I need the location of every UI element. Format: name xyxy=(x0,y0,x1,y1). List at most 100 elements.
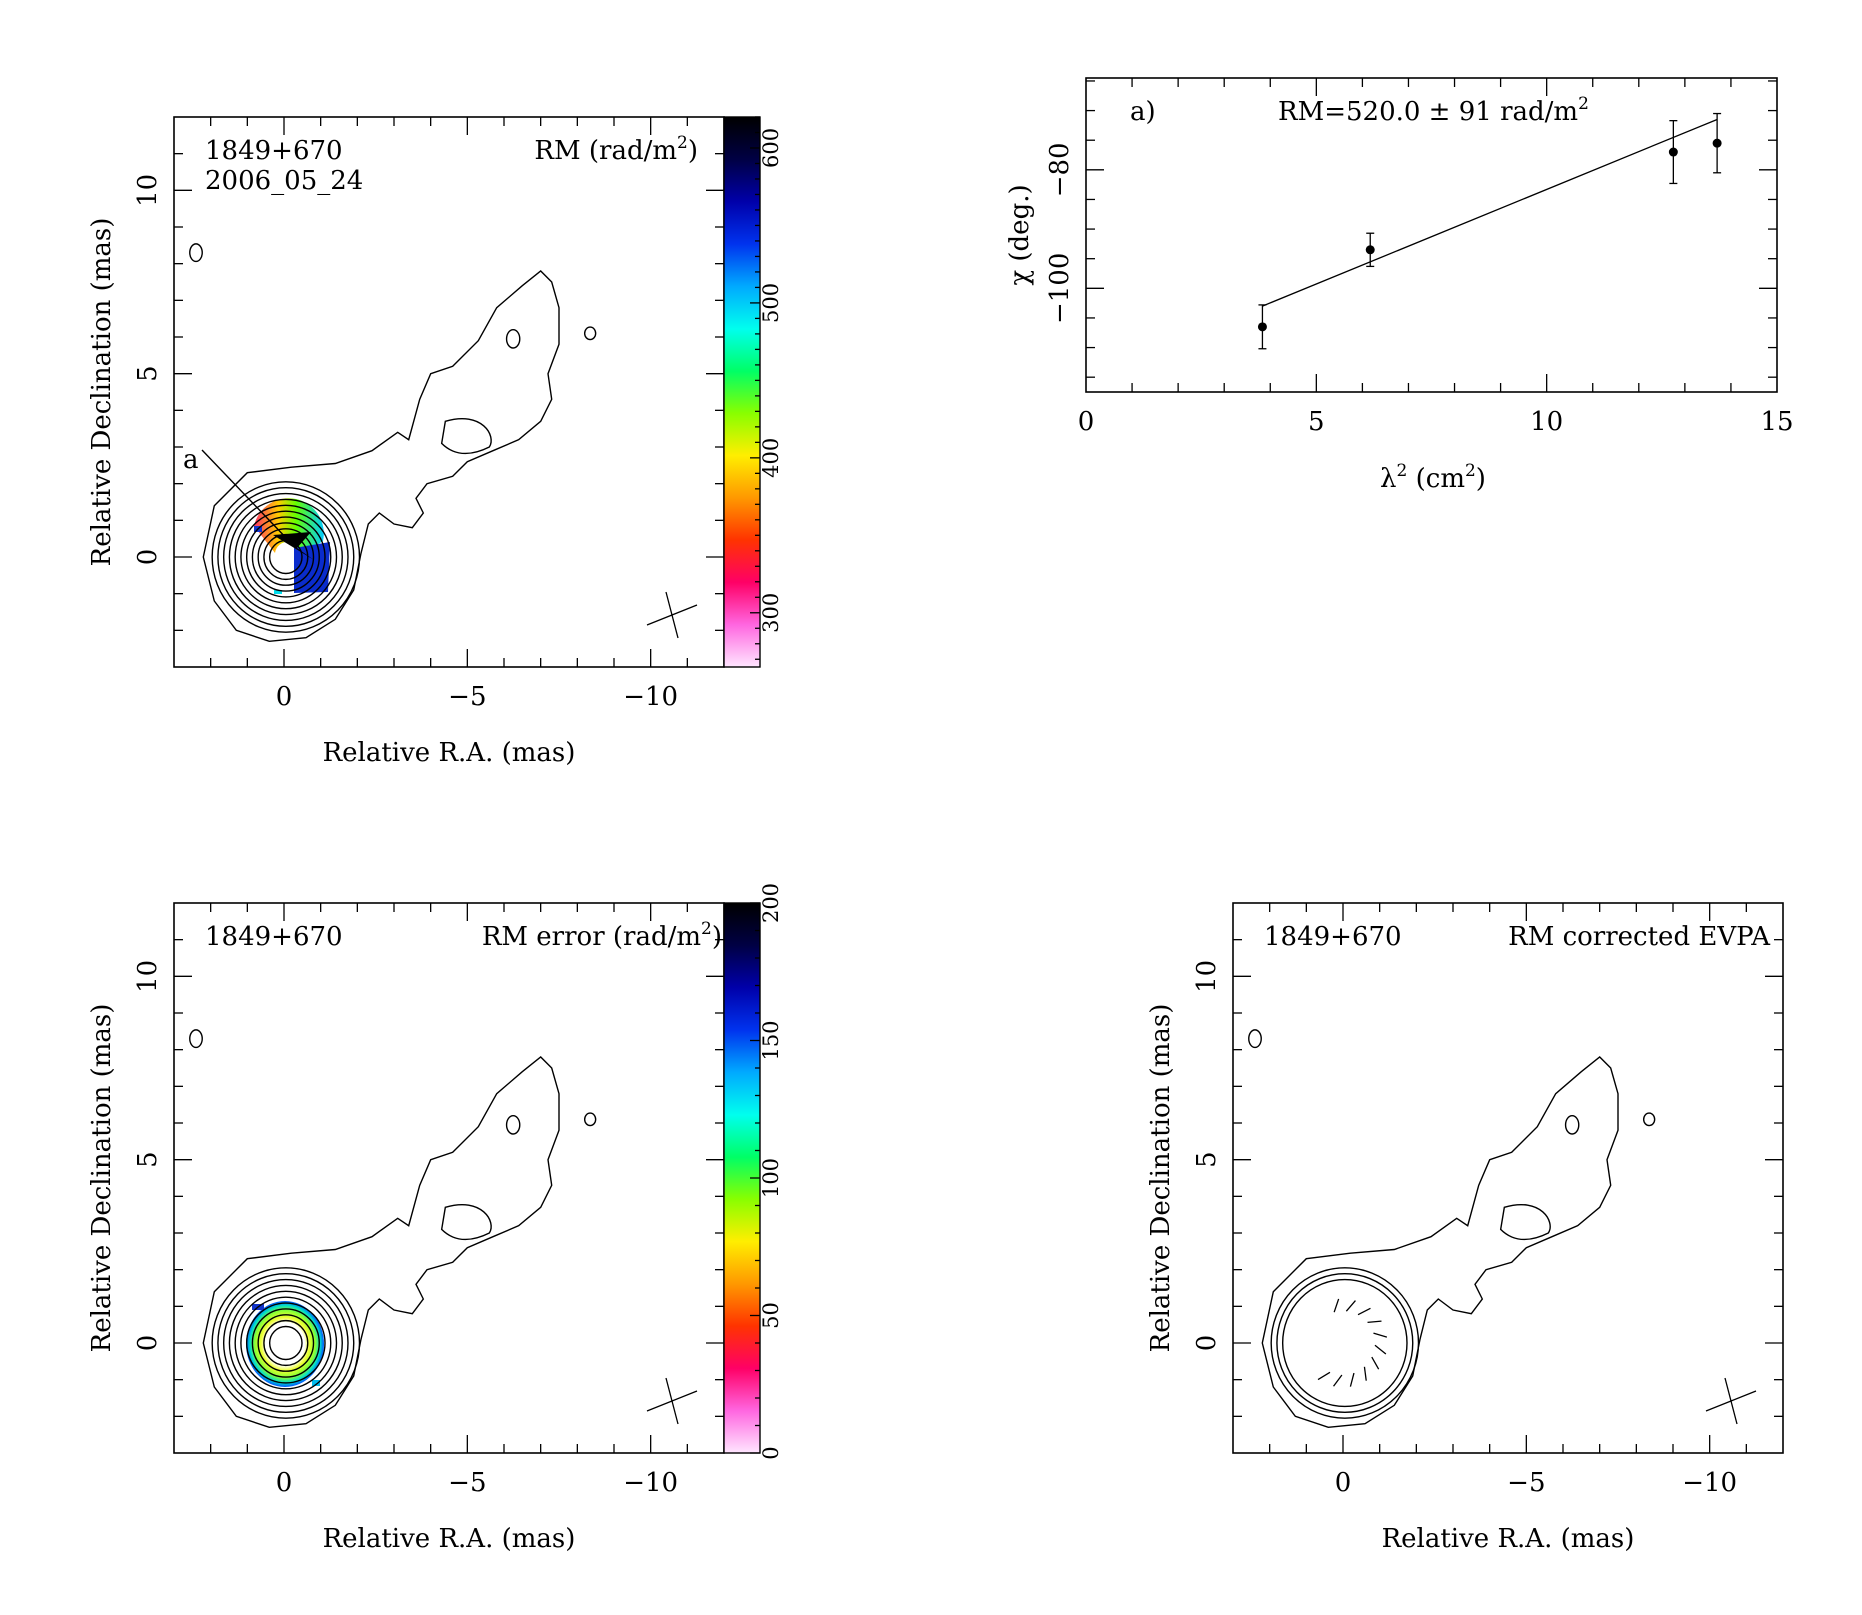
panel-label: a) xyxy=(1130,97,1156,127)
y-tick-labels: 0 5 10 xyxy=(1192,960,1222,1351)
colorbar-tick-label: 0 xyxy=(759,1446,783,1459)
beam-cross xyxy=(646,1377,698,1425)
x-tick-label: −10 xyxy=(623,682,678,712)
evpa-vector xyxy=(1349,1372,1355,1387)
y-tick-label: −80 xyxy=(1045,142,1075,197)
core-contour xyxy=(1270,1267,1420,1419)
axis-ticks xyxy=(1233,903,1783,1453)
x-tick-label: −10 xyxy=(1682,1468,1737,1498)
knot-contour xyxy=(189,1029,203,1049)
plot-frame xyxy=(1232,902,1784,1454)
knot-contour xyxy=(583,1112,597,1127)
source-name: 1849+670 xyxy=(1264,922,1402,952)
y-tick-label: 10 xyxy=(133,960,163,993)
plot-frame xyxy=(1085,77,1778,393)
map-label: RM error (rad/m2) xyxy=(482,919,722,952)
annotation-label: a xyxy=(183,445,199,475)
source-name: 1849+670 xyxy=(205,922,343,952)
y-tick-label: 0 xyxy=(133,1335,163,1352)
evpa-vector xyxy=(1374,1344,1387,1355)
core-contour xyxy=(217,487,355,628)
y-axis-label: Relative Declination (mas) xyxy=(1146,1004,1176,1353)
y-tick-labels: 0 5 10 xyxy=(133,960,163,1351)
evpa-vector xyxy=(1373,1332,1388,1338)
x-tick-labels: 0 −5 −10 xyxy=(276,682,678,712)
core-contour xyxy=(222,1278,349,1408)
core-contour xyxy=(222,492,349,622)
colorbar-tick-label: 200 xyxy=(759,883,783,923)
x-tick-label: 10 xyxy=(1530,407,1563,437)
x-tick-labels: 0 −5 −10 xyxy=(276,1468,678,1498)
inner-jet-contour xyxy=(440,1204,492,1241)
y-axis-label: Relative Declination (mas) xyxy=(87,1004,117,1353)
y-tick-label: 5 xyxy=(133,1151,163,1168)
x-tick-label: 5 xyxy=(1308,407,1325,437)
x-tick-label: 0 xyxy=(276,1468,293,1498)
core-contour xyxy=(251,522,320,592)
colorbar: 300 400 500 600 xyxy=(723,116,783,668)
annotation-pointer: a xyxy=(183,445,314,560)
evpa-vector xyxy=(1371,1356,1380,1370)
beam-cross xyxy=(646,591,698,639)
core-contour xyxy=(257,528,315,586)
x-tick-label: −5 xyxy=(448,682,486,712)
y-tick-labels: 0 5 10 xyxy=(133,174,163,565)
axis-ticks xyxy=(174,117,724,667)
core-contour xyxy=(228,1284,343,1402)
evpa-vector xyxy=(1333,1298,1340,1313)
x-axis-label: λ2 (cm2) xyxy=(1380,461,1486,494)
data-point xyxy=(1712,138,1722,148)
panel-rm-fit: 0 5 10 15 −100 −80 a) RM=520.0 ± 91 rad/m2 λ… xyxy=(1005,77,1794,494)
map-label: RM (rad/m2) xyxy=(534,133,698,166)
map-label: RM corrected EVPA xyxy=(1508,922,1771,952)
intensity-contours xyxy=(1248,1029,1656,1429)
beam-minor xyxy=(1724,1377,1738,1425)
x-tick-labels: 0 5 10 15 xyxy=(1078,407,1794,437)
colorbar-gradient xyxy=(723,116,761,668)
core-contour xyxy=(1281,1278,1408,1408)
intensity-contours xyxy=(189,243,597,643)
knot-contour xyxy=(189,243,203,263)
axis-ticks xyxy=(1086,78,1777,392)
evpa-vector xyxy=(1357,1307,1371,1316)
data-points xyxy=(1257,112,1722,350)
y-tick-label: 5 xyxy=(1192,1151,1222,1168)
data-point xyxy=(1365,245,1375,255)
evpa-vector xyxy=(1345,1300,1356,1312)
data-point xyxy=(1668,147,1678,157)
outer-contour xyxy=(1261,1056,1619,1429)
core-contour xyxy=(251,1308,320,1378)
x-tick-label: −5 xyxy=(1507,1468,1545,1498)
evpa-vector xyxy=(1367,1320,1382,1324)
y-axis-label: χ (deg.) xyxy=(1005,184,1035,285)
knot-contour xyxy=(1642,1112,1656,1127)
knot-contour xyxy=(1248,1029,1262,1049)
core-contour xyxy=(1276,1272,1414,1413)
x-tick-label: 15 xyxy=(1760,407,1793,437)
core-contour xyxy=(211,481,361,633)
colorbar: 0 50 100 150 200 xyxy=(723,883,783,1460)
core-contour xyxy=(263,1319,309,1367)
core-contour xyxy=(268,1325,303,1361)
beam-minor xyxy=(665,1377,679,1425)
evpa-vector xyxy=(1363,1366,1367,1381)
x-tick-label: 0 xyxy=(1335,1468,1352,1498)
y-tick-label: −100 xyxy=(1045,253,1075,324)
evpa-vector xyxy=(1333,1374,1343,1387)
knot-contour xyxy=(505,1114,521,1135)
y-axis-label: Relative Declination (mas) xyxy=(87,218,117,567)
knot-contour xyxy=(583,326,597,341)
core-contour xyxy=(217,1272,355,1413)
beam-minor xyxy=(665,591,679,639)
y-tick-label: 10 xyxy=(1192,960,1222,993)
colorbar-tick-label: 300 xyxy=(759,593,783,633)
outer-contour xyxy=(202,1056,560,1429)
knot-contour xyxy=(505,328,521,349)
knot-contour xyxy=(1564,1114,1580,1135)
beam-cross xyxy=(1705,1377,1757,1425)
core-contour xyxy=(240,1296,332,1390)
colorbar-tick-label: 600 xyxy=(759,128,783,168)
rm-fit-annotation: RM=520.0 ± 91 rad/m2 xyxy=(1278,94,1589,127)
core-contour xyxy=(240,510,332,604)
colorbar-tick-label: 400 xyxy=(759,438,783,478)
